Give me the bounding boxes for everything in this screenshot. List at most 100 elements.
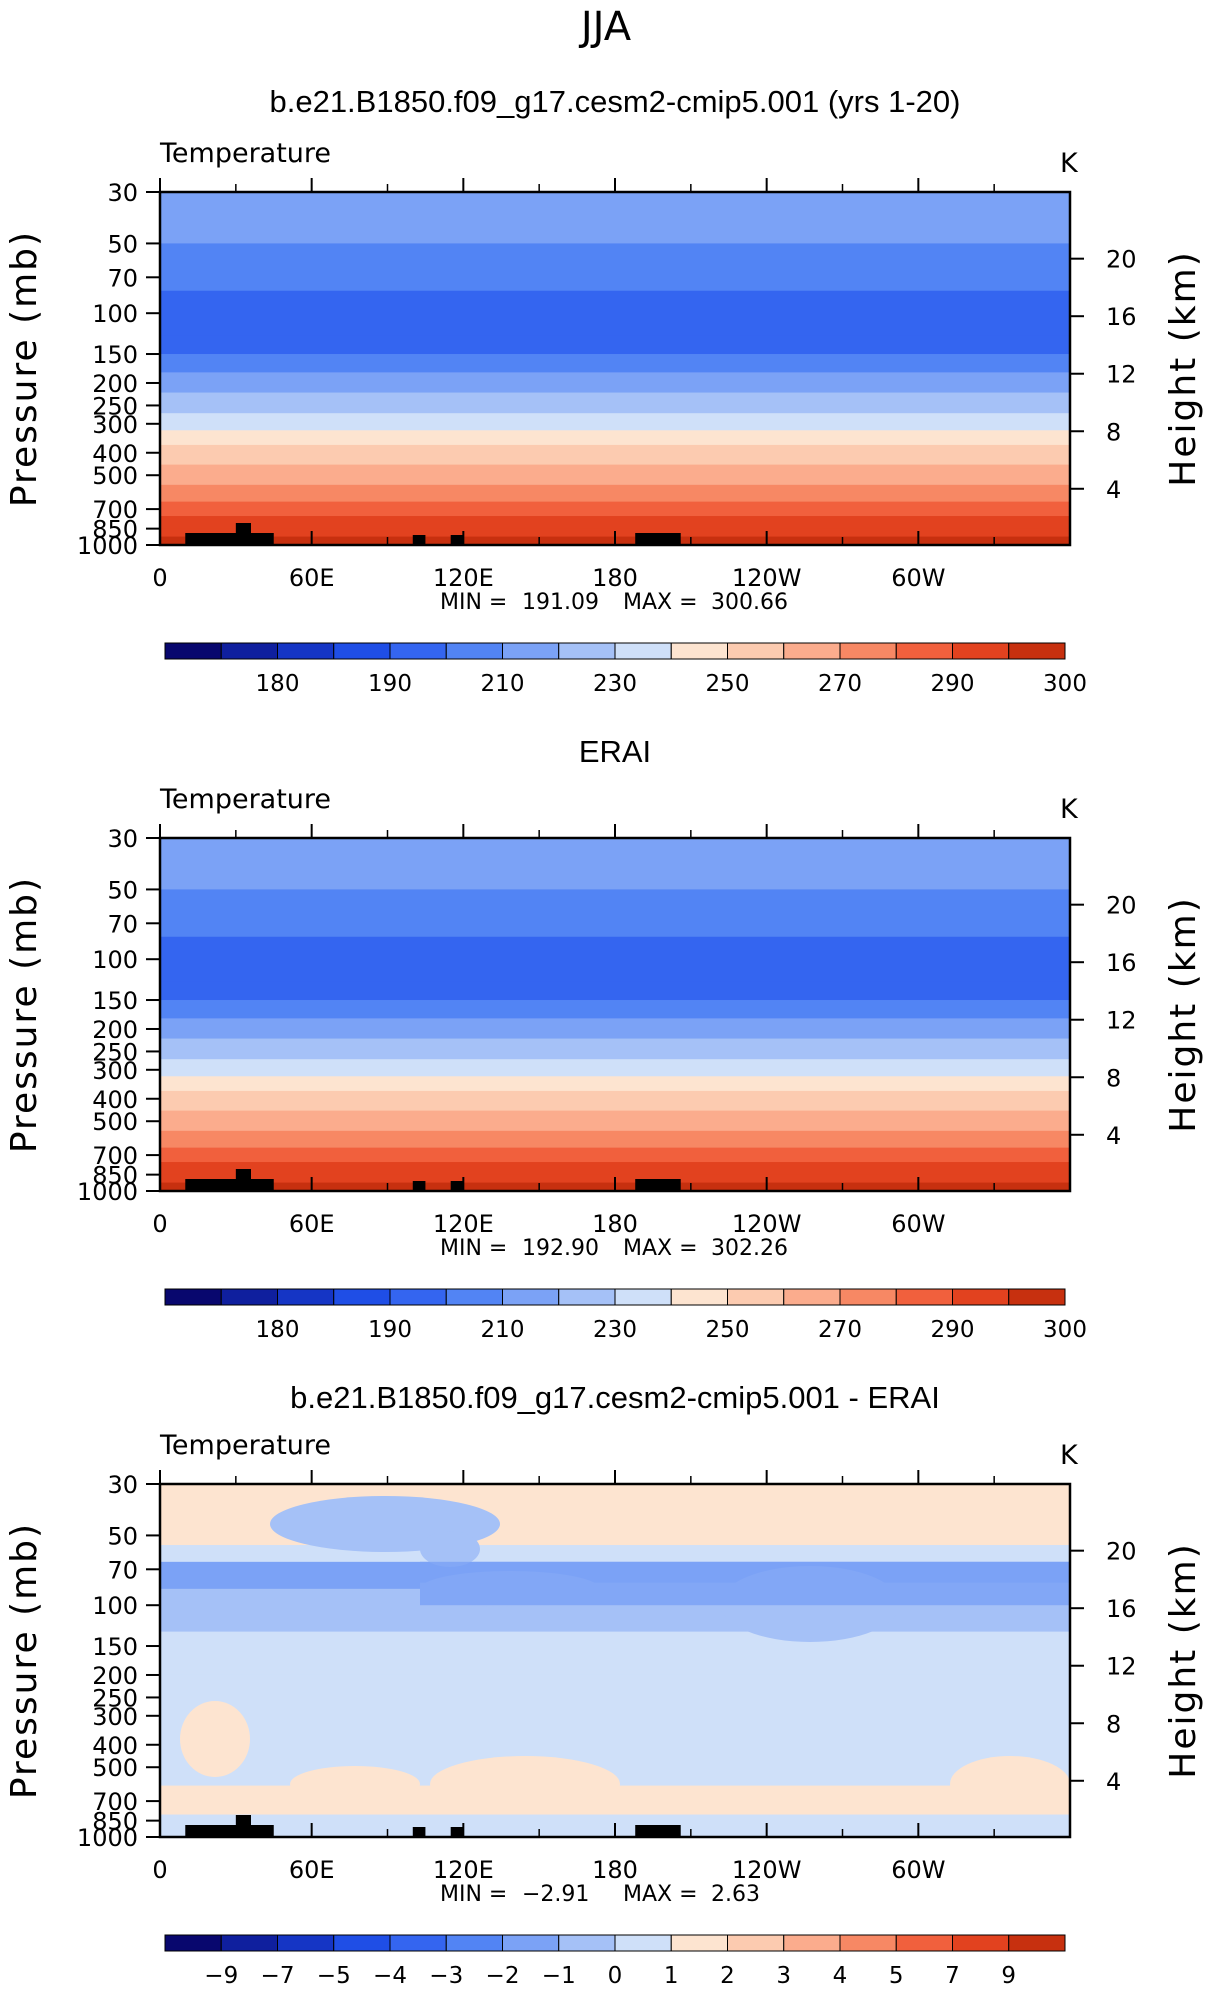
y-right-tick-label: 16 xyxy=(1106,1595,1137,1623)
colorbar-tick-label: 5 xyxy=(889,1963,904,1987)
contour-band xyxy=(160,484,1070,503)
y-axis-title: Pressure (mb) xyxy=(4,230,45,507)
colorbar-swatch xyxy=(164,642,222,660)
field-label: Temperature xyxy=(159,784,331,815)
y-tick-label: 300 xyxy=(92,1703,138,1731)
topography xyxy=(450,1827,464,1837)
contour-band xyxy=(160,464,1070,486)
x-tick-label: 120W xyxy=(732,564,802,592)
y-tick-label: 150 xyxy=(92,987,138,1015)
colorbar-swatch xyxy=(445,642,503,660)
y-tick-label: 200 xyxy=(92,370,138,398)
x-tick-label: 120W xyxy=(732,1856,802,1884)
colorbar-swatch xyxy=(1008,1288,1066,1306)
y-tick-label: 150 xyxy=(92,1633,138,1661)
contour-band xyxy=(160,1076,1070,1092)
y-tick-label: 250 xyxy=(92,392,138,420)
colorbar-swatch xyxy=(895,1934,953,1952)
topography xyxy=(450,1181,464,1191)
colorbar-tick-label: 7 xyxy=(945,1963,960,1987)
colorbar-tick-label: 4 xyxy=(833,1963,848,1987)
colorbar-tick-label: −7 xyxy=(261,1963,295,1987)
contour-band xyxy=(160,1059,1070,1077)
figure-title: JJA xyxy=(578,4,632,50)
y-tick-label: 150 xyxy=(92,341,138,369)
y-tick-label: 500 xyxy=(92,1754,138,1782)
colorbar-swatch xyxy=(502,1288,560,1306)
y-right-tick-label: 16 xyxy=(1106,303,1137,331)
x-tick-label: 60W xyxy=(891,564,945,592)
topography xyxy=(635,1179,681,1191)
contour-band xyxy=(160,1000,1070,1019)
panel-title: b.e21.B1850.f09_g17.cesm2-cmip5.001 (yrs… xyxy=(269,84,960,119)
contour-blob xyxy=(290,1766,420,1802)
min-label: MIN = xyxy=(440,1236,507,1261)
colorbar-swatch xyxy=(502,1934,560,1952)
x-tick-label: 120E xyxy=(433,1210,494,1238)
colorbar-swatch xyxy=(614,1288,672,1306)
max-value: 302.26 xyxy=(711,1236,788,1261)
colorbar-tick-label: 230 xyxy=(593,671,637,697)
contour-band xyxy=(160,1038,1070,1060)
colorbar-swatch xyxy=(1008,642,1066,660)
min-value: 191.09 xyxy=(522,590,599,615)
x-tick-label: 180 xyxy=(592,564,638,592)
colorbar-swatch xyxy=(220,1288,278,1306)
x-tick-label: 0 xyxy=(152,564,167,592)
colorbar-swatch xyxy=(220,642,278,660)
colorbar-swatch xyxy=(895,1288,953,1306)
colorbar-swatch xyxy=(727,642,785,660)
colorbar-tick-label: 190 xyxy=(368,671,412,697)
colorbar-tick-label: 180 xyxy=(256,671,300,697)
colorbar-swatch xyxy=(558,1288,616,1306)
contour-band xyxy=(160,392,1070,414)
units-label: K xyxy=(1060,794,1079,825)
field-label: Temperature xyxy=(159,138,331,169)
panel-title: b.e21.B1850.f09_g17.cesm2-cmip5.001 - ER… xyxy=(290,1380,940,1415)
contour-band xyxy=(160,959,1070,983)
contour-band xyxy=(160,277,1070,292)
topography xyxy=(412,535,426,545)
topography xyxy=(450,535,464,545)
contour-blob xyxy=(950,1756,1070,1812)
colorbar-swatch xyxy=(389,1934,447,1952)
y-tick-label: 200 xyxy=(92,1662,138,1690)
contour-band xyxy=(160,1162,1070,1176)
contour-band xyxy=(160,220,1070,245)
max-value: 2.63 xyxy=(711,1882,760,1907)
topography xyxy=(235,1815,251,1837)
y-tick-label: 50 xyxy=(107,876,138,904)
colorbar-tick-label: −2 xyxy=(486,1963,520,1987)
colorbar-swatch xyxy=(389,1288,447,1306)
contour-band xyxy=(160,1018,1070,1040)
y-tick-label: 50 xyxy=(107,230,138,258)
colorbar-swatch xyxy=(220,1934,278,1952)
colorbar-tick-label: 230 xyxy=(593,1317,637,1343)
y-tick-label: 250 xyxy=(92,1684,138,1712)
field-label: Temperature xyxy=(159,1430,331,1461)
y-tick-label: 30 xyxy=(107,179,138,207)
y-tick-label: 70 xyxy=(107,264,138,292)
colorbar-swatch xyxy=(670,1934,728,1952)
contour-band xyxy=(160,444,1070,466)
colorbar-tick-label: 3 xyxy=(776,1963,791,1987)
colorbar-swatch xyxy=(558,642,616,660)
contour-band xyxy=(160,1090,1070,1112)
contour-band xyxy=(160,501,1070,517)
colorbar-swatch xyxy=(1008,1934,1066,1952)
y-tick-label: 850 xyxy=(92,1162,138,1190)
colorbar-swatch xyxy=(614,642,672,660)
y-tick-label: 850 xyxy=(92,516,138,544)
colorbar-swatch xyxy=(670,642,728,660)
contour-band xyxy=(160,430,1070,446)
x-tick-label: 120W xyxy=(732,1210,802,1238)
y-tick-label: 400 xyxy=(92,1732,138,1760)
colorbar-swatch xyxy=(333,1934,391,1952)
y-tick-label: 1000 xyxy=(77,1178,138,1206)
y-right-tick-label: 20 xyxy=(1106,892,1137,920)
colorbar-tick-label: 1 xyxy=(664,1963,679,1987)
colorbar-swatch xyxy=(389,642,447,660)
contour-band xyxy=(160,1715,1070,1768)
y-axis-right-title: Height (km) xyxy=(1163,250,1204,486)
contour-band xyxy=(160,838,1070,868)
